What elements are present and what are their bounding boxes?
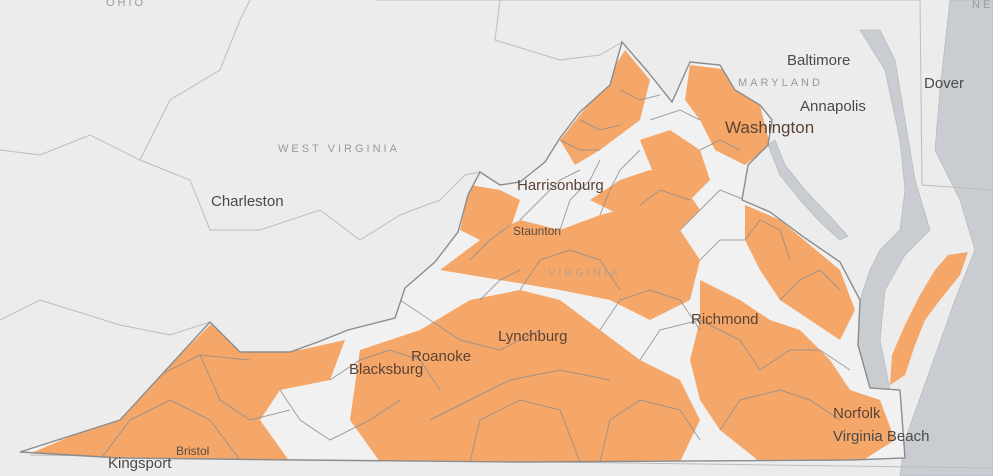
city-label-annapolis[interactable]: Annapolis <box>800 98 866 115</box>
potomac-river <box>767 139 849 241</box>
city-label-roanoke[interactable]: Roanoke <box>411 348 472 365</box>
virginia-border <box>19 40 906 463</box>
state-label-ne: NE <box>972 0 993 11</box>
state-label-ohio: OHIO <box>106 0 147 9</box>
city-label-bristol[interactable]: Bristol <box>176 444 210 458</box>
city-label-washington[interactable]: Washington <box>725 118 815 137</box>
city-label-norfolk[interactable]: Norfolk <box>833 405 881 422</box>
state-label-maryland: MARYLAND <box>738 77 823 89</box>
atlantic-water <box>899 0 993 476</box>
city-label-charleston[interactable]: Charleston <box>211 193 284 210</box>
city-label-baltimore[interactable]: Baltimore <box>787 52 851 69</box>
state-label-virginia: VIRGINIA <box>548 267 621 279</box>
coverage-areas <box>20 50 895 462</box>
eastern-shore <box>890 252 968 385</box>
city-label-virginia-beach[interactable]: Virginia Beach <box>833 428 930 445</box>
city-label-richmond[interactable]: Richmond <box>691 311 759 328</box>
city-label-dover[interactable]: Dover <box>924 75 965 92</box>
city-label-harrisonburg[interactable]: Harrisonburg <box>517 177 604 194</box>
state-label-west-virginia: WEST VIRGINIA <box>278 143 400 155</box>
city-label-staunton[interactable]: Staunton <box>513 224 562 238</box>
county-lines <box>59 89 901 462</box>
city-label-kingsport[interactable]: Kingsport <box>108 455 172 472</box>
city-label-lynchburg[interactable]: Lynchburg <box>498 328 568 345</box>
chesapeake-bay <box>857 29 931 391</box>
city-label-blacksburg[interactable]: Blacksburg <box>349 361 424 378</box>
